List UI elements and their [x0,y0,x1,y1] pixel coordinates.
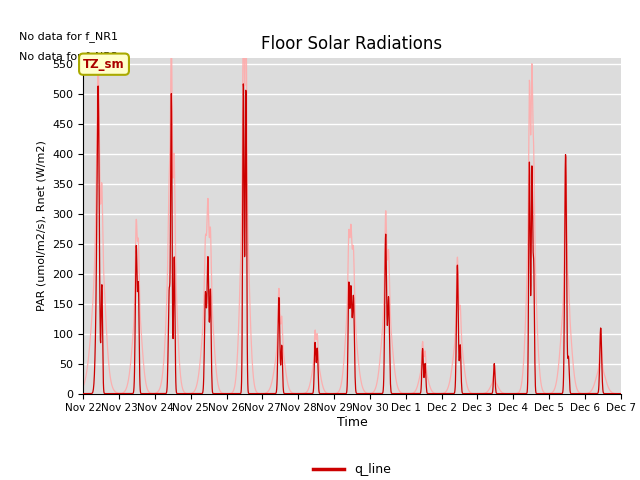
Legend: q_line: q_line [308,458,396,480]
Title: Floor Solar Radiations: Floor Solar Radiations [261,35,443,53]
Text: No data for f_NR2: No data for f_NR2 [19,51,118,62]
X-axis label: Time: Time [337,416,367,429]
Text: No data for f_NR1: No data for f_NR1 [19,31,118,42]
Y-axis label: PAR (umol/m2/s), Rnet (W/m2): PAR (umol/m2/s), Rnet (W/m2) [36,140,47,311]
Text: TZ_sm: TZ_sm [83,58,125,71]
